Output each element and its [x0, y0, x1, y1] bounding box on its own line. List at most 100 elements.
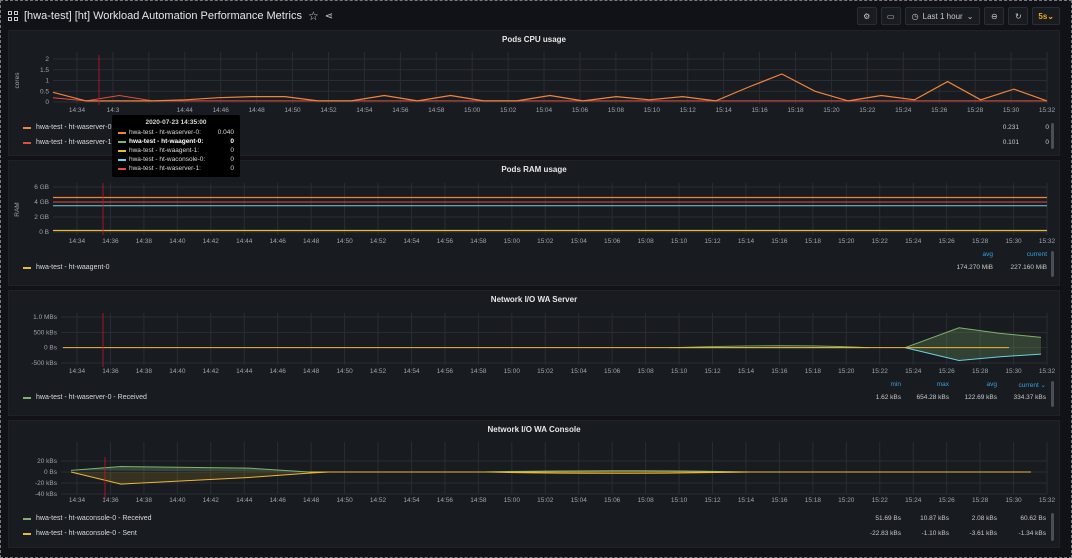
legend-item[interactable]: hwa-test - ht-waagent-0 — [23, 264, 110, 271]
tv-mode-button[interactable]: ▭ — [880, 7, 901, 25]
refresh-interval-picker[interactable]: 5s ⌄ — [1032, 7, 1060, 25]
y-tick-label: 1 — [45, 78, 49, 85]
legend-header-avg[interactable]: avg — [986, 381, 997, 388]
legend-header-current[interactable]: current ⌄ — [1018, 382, 1046, 389]
legend-header-current[interactable]: current — [1026, 251, 1047, 258]
x-tick-label: 15:08 — [637, 368, 654, 375]
tooltip-row: hwa-test - ht-waserver-1: 0 — [118, 164, 234, 173]
legend-label: hwa-test - ht-waconsole-0 - Sent — [36, 530, 137, 537]
series-line-waserver-1 — [52, 94, 1047, 102]
ram-usage-chart[interactable]: 6 GB 4 GB 2 GB 0 B RAM 14:34 14:36 14:38 14:40 14… — [9, 161, 1059, 285]
x-tick-label: 15:18 — [787, 107, 804, 114]
legend-header-min[interactable]: min — [890, 381, 901, 388]
series-line-sent — [904, 347, 1042, 362]
legend-item[interactable]: hwa-test - ht-waconsole-0 - Sent — [23, 530, 137, 537]
star-icon[interactable]: ☆ — [307, 9, 319, 23]
dashboard-grid-icon[interactable] — [8, 11, 18, 21]
clock-icon: ◷ — [911, 11, 919, 21]
series-line-received — [70, 465, 310, 473]
x-tick-label: 15:26 — [939, 238, 956, 245]
tooltip-series: hwa-test - ht-waserver-0: — [129, 129, 201, 136]
legend-value: 1.62 kBs — [875, 394, 901, 401]
x-tick-label: 15:02 — [537, 238, 554, 245]
tooltip-value: 0 — [230, 138, 234, 145]
network-console-chart[interactable]: 20 kBs 0 Bs -20 kBs -40 kBs 14:34 14:36 14:38 1… — [9, 421, 1059, 547]
legend-scrollbar[interactable] — [1051, 251, 1054, 277]
network-server-chart[interactable]: 1.0 MBs 500 kBs 0 Bs -500 kBs 14:34 14:36 14:3… — [9, 291, 1059, 415]
legend-value: 654.28 kBs — [916, 394, 949, 401]
x-tick-label: 14:3 — [107, 107, 120, 114]
legend-item[interactable]: hwa-test - ht-waserver-0 - Received — [23, 394, 147, 401]
y-tick-label: 2 GB — [34, 214, 49, 221]
share-icon[interactable]: ⋖ — [324, 10, 334, 22]
legend-label: hwa-test - ht-waserver-1 — [36, 139, 112, 146]
x-tick-label: 15:00 — [504, 238, 521, 245]
x-tick-label: 14:54 — [403, 368, 420, 375]
legend-item[interactable]: hwa-test - ht-waserver-1 — [23, 139, 111, 146]
refresh-button[interactable]: ↻ — [1008, 7, 1029, 25]
legend-header-max[interactable]: max — [936, 381, 949, 388]
panel-pods-ram-usage[interactable]: Pods RAM usage 6 GB 4 GB 2 GB 0 B RAM 14:34 14… — [8, 160, 1060, 286]
y-tick-label: 0 B — [39, 229, 49, 236]
refresh-icon: ↻ — [1015, 11, 1022, 21]
x-tick-label: 15:28 — [972, 497, 989, 504]
settings-button[interactable]: ⚙ — [856, 7, 877, 25]
y-tick-label: 1.5 — [40, 67, 49, 74]
legend-scrollbar[interactable] — [1051, 123, 1054, 149]
dashboard-header: [hwa-test] [ht] Workload Automation Perf… — [8, 6, 1060, 26]
x-tick-label: 15:08 — [637, 238, 654, 245]
zoom-out-button[interactable]: ⊖ — [984, 7, 1005, 25]
x-tick-label: 14:54 — [403, 497, 420, 504]
x-tick-label: 14:48 — [248, 107, 265, 114]
legend-header-avg[interactable]: avg — [982, 251, 993, 258]
panel-title[interactable]: Network I/O WA Console — [487, 425, 581, 434]
legend-value: 174.270 MiB — [956, 264, 994, 271]
chevron-down-icon: ⌄ — [966, 11, 974, 21]
panel-network-io-wa-console[interactable]: Network I/O WA Console 20 kBs 0 Bs -20 kBs… — [8, 420, 1060, 548]
x-tick-label: 14:52 — [320, 107, 337, 114]
chevron-down-icon: ⌄ — [1047, 11, 1054, 21]
legend-value: 122.69 kBs — [964, 394, 997, 401]
legend-scrollbar[interactable] — [1051, 513, 1054, 541]
x-tick-label: 15:12 — [680, 107, 697, 114]
legend-swatch — [23, 126, 31, 129]
panel-title[interactable]: Pods RAM usage — [501, 165, 567, 174]
x-tick-label: 15:10 — [671, 238, 688, 245]
x-tick-label: 14:54 — [403, 238, 420, 245]
dashboard-title[interactable]: [hwa-test] [ht] Workload Automation Perf… — [24, 10, 302, 22]
x-tick-label: 14:34 — [69, 368, 86, 375]
x-tick-label: 15:04 — [571, 497, 588, 504]
panel-title[interactable]: Network I/O WA Server — [490, 295, 578, 304]
x-tick-label: 15:26 — [939, 497, 956, 504]
x-tick-label: 14:56 — [437, 497, 454, 504]
x-tick-label: 15:04 — [571, 238, 588, 245]
tooltip-value: 0.040 — [217, 129, 234, 136]
x-tick-label: 14:56 — [437, 238, 454, 245]
x-tick-label: 15:30 — [1005, 368, 1022, 375]
legend-item[interactable]: hwa-test - ht-waconsole-0 - Received — [23, 515, 152, 522]
legend-value: 0 — [1045, 139, 1049, 146]
x-tick-label: 15:14 — [738, 497, 755, 504]
panel-title[interactable]: Pods CPU usage — [501, 35, 566, 44]
x-tick-label: 14:36 — [102, 238, 119, 245]
x-tick-label: 14:46 — [213, 107, 230, 114]
x-tick-label: 14:42 — [203, 238, 220, 245]
cpu-usage-chart[interactable]: 2 1.5 1 0.5 0 cores 14:34 14:3 14:44 14:46 14:48 14… — [9, 31, 1059, 155]
series-line-received — [904, 327, 1042, 349]
time-range-picker[interactable]: ◷ Last 1 hour ⌄ — [904, 7, 981, 25]
panel-network-io-wa-server[interactable]: Network I/O WA Server 1.0 MBs 500 kBs 0 Bs… — [8, 290, 1060, 416]
x-tick-label: 15:04 — [536, 107, 553, 114]
legend-scrollbar[interactable] — [1051, 381, 1054, 407]
legend-item[interactable]: hwa-test - ht-waserver-0 — [23, 124, 111, 131]
x-tick-label: 14:50 — [336, 238, 353, 245]
x-tick-label: 14:38 — [136, 497, 153, 504]
y-axis-label: cores — [14, 72, 21, 89]
x-tick-label: 15:22 — [859, 107, 876, 114]
x-tick-label: 15:32 — [1039, 368, 1056, 375]
x-tick-label: 15:32 — [1039, 238, 1056, 245]
tooltip-value: 0 — [230, 156, 234, 163]
legend-value: 334.37 kBs — [1013, 394, 1046, 401]
tooltip-swatch — [118, 131, 126, 134]
legend-label: hwa-test - ht-waagent-0 — [36, 264, 110, 271]
x-tick-label: 15:06 — [604, 238, 621, 245]
